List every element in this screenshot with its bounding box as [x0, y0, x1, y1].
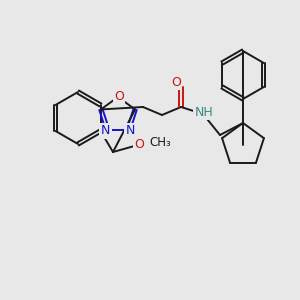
- Text: O: O: [114, 89, 124, 103]
- Text: O: O: [134, 139, 144, 152]
- Text: N: N: [101, 124, 110, 137]
- Text: CH₃: CH₃: [149, 136, 171, 148]
- Text: NH: NH: [195, 106, 213, 118]
- Text: N: N: [126, 124, 135, 137]
- Text: O: O: [171, 76, 181, 88]
